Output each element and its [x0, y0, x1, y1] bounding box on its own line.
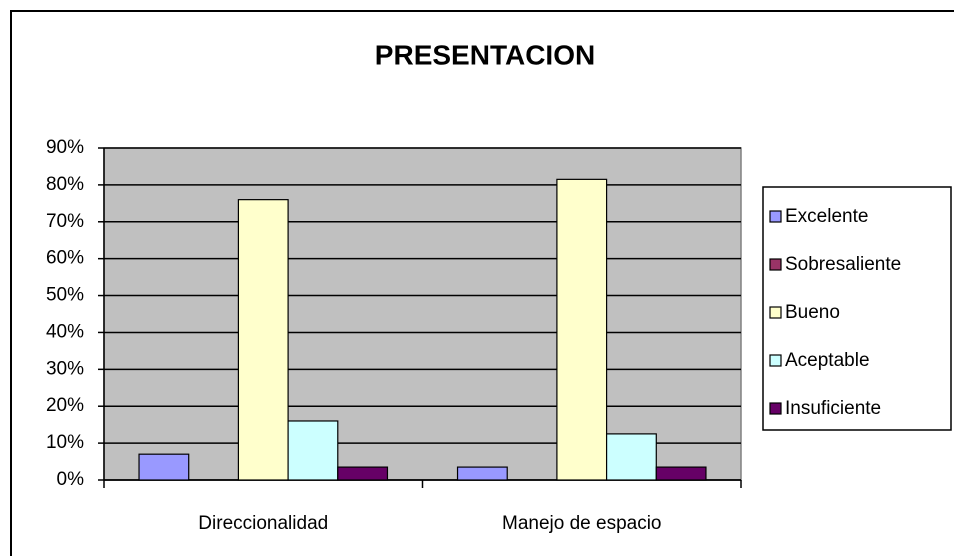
bar — [337, 466, 389, 481]
legend-label: Bueno — [785, 302, 840, 323]
plot-area — [103, 147, 742, 481]
bar — [287, 420, 339, 481]
y-tick-label: 70% — [46, 211, 84, 232]
bar — [556, 178, 608, 481]
bar — [655, 466, 707, 481]
legend-label: Sobresaliente — [785, 254, 901, 275]
x-tick-label: Manejo de espacio — [502, 513, 662, 534]
legend-label: Insuficiente — [785, 398, 881, 419]
legend-label: Excelente — [785, 206, 868, 227]
y-tick-label: 80% — [46, 174, 84, 195]
y-tick-label: 60% — [46, 248, 84, 269]
y-tick-label: 30% — [46, 358, 84, 379]
legend-swatch — [769, 210, 782, 223]
bar — [456, 466, 508, 481]
y-tick-label: 20% — [46, 395, 84, 416]
legend-swatch — [769, 306, 782, 319]
legend-swatch — [769, 354, 782, 367]
bar — [605, 433, 657, 481]
chart-title: PRESENTACION — [375, 39, 595, 70]
bar — [138, 453, 190, 481]
bar — [237, 199, 289, 481]
y-tick-label: 40% — [46, 321, 84, 342]
legend-label: Aceptable — [785, 350, 870, 371]
legend-swatch — [769, 258, 782, 271]
y-tick-label: 90% — [46, 137, 84, 158]
legend-box — [762, 186, 952, 431]
y-tick-label: 0% — [57, 469, 85, 490]
legend-swatch — [769, 402, 782, 415]
x-tick-label: Direccionalidad — [198, 513, 328, 534]
y-tick-label: 50% — [46, 285, 84, 306]
y-tick-label: 10% — [46, 432, 84, 453]
